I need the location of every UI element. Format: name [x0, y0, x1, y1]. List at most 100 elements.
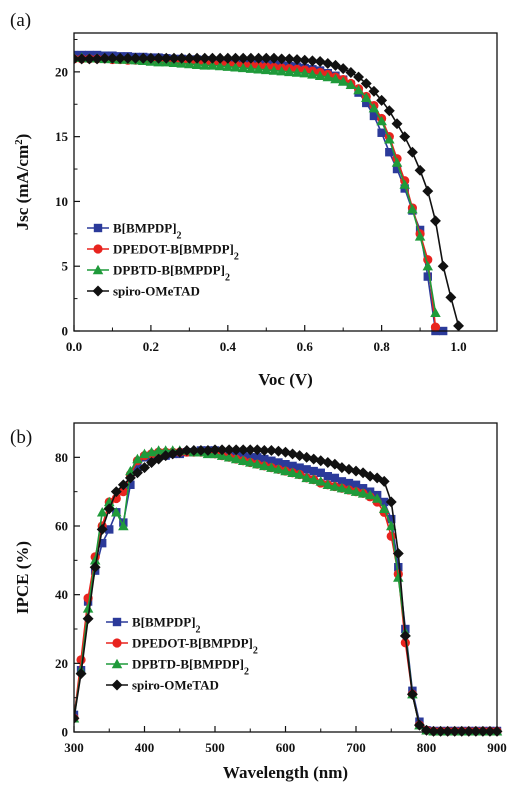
data-point [378, 475, 390, 487]
data-point [237, 52, 249, 64]
data-point [353, 71, 365, 83]
data-point [442, 725, 454, 737]
data-point [76, 53, 88, 65]
y-tick-label: 20 [55, 656, 68, 671]
data-point [301, 472, 312, 483]
data-point [371, 472, 383, 484]
data-point [392, 164, 402, 174]
plot-area [74, 50, 465, 336]
data-point [287, 448, 299, 460]
data-point [176, 52, 188, 64]
data-point [89, 555, 101, 565]
data-point [103, 503, 115, 515]
y-tick-label: 15 [55, 129, 69, 144]
data-point [168, 52, 180, 64]
data-point [195, 445, 207, 456]
data-point [385, 496, 397, 508]
data-point [276, 65, 287, 76]
data-point [191, 52, 203, 64]
data-point [105, 525, 114, 534]
data-point [344, 478, 354, 488]
data-point [430, 307, 441, 318]
y-tick-label: 0 [62, 324, 69, 339]
legend-marker [112, 617, 122, 627]
data-point [384, 133, 395, 144]
legend-entry-label: B[BMPDP]2 [113, 221, 182, 242]
legend-entry-text: DPEDOT-B[BMPDP] [132, 636, 253, 651]
data-point [407, 203, 418, 214]
legend-entry-label: DPBTD-B[BMPDP]2 [113, 263, 230, 284]
data-point [323, 472, 332, 481]
data-point [237, 444, 249, 456]
data-point [360, 78, 372, 89]
data-point [406, 146, 418, 158]
data-point [280, 465, 291, 476]
data-point [430, 215, 441, 227]
data-point [315, 476, 326, 486]
panel-label: (b) [10, 427, 32, 448]
data-point [118, 520, 129, 531]
data-point [470, 725, 482, 737]
data-point [230, 444, 242, 456]
y-axis-label: IPCE (%) [13, 541, 32, 614]
data-point [261, 64, 272, 75]
chart-panel-b: 300 400 500 600 700 800 900 0 20 40 60 80 Wavelength… [10, 422, 507, 782]
data-point [265, 445, 277, 456]
data-point [222, 52, 234, 64]
data-point [400, 638, 410, 648]
data-point [377, 128, 386, 137]
series-1 [74, 447, 502, 736]
data-point [118, 487, 128, 497]
data-point [252, 458, 263, 469]
data-point [299, 67, 310, 78]
data-point [445, 291, 457, 303]
data-point [422, 260, 434, 271]
data-point [216, 444, 228, 456]
data-point [237, 62, 249, 73]
data-point [336, 482, 348, 493]
y-tick-label: 60 [55, 519, 68, 534]
data-point [244, 444, 256, 456]
data-point [307, 69, 318, 79]
x-tick-label: 0.6 [297, 339, 314, 354]
data-point [477, 725, 489, 737]
data-point [383, 105, 395, 117]
data-point [160, 445, 171, 455]
series-3 [74, 444, 503, 737]
legend-marker [92, 285, 104, 297]
legend-entry-text: DPEDOT-B[BMPDP] [113, 242, 234, 257]
y-tick-label: 5 [62, 259, 69, 274]
data-point [368, 102, 380, 113]
data-point [345, 79, 357, 90]
data-point [137, 52, 149, 64]
x-tick-label: 300 [64, 740, 84, 755]
y-axis-label: Jsc (mA/cm2) [13, 134, 32, 231]
data-point [160, 52, 172, 64]
legend: B[BMPDP]2DPEDOT-B[BMPDP]2DPBTD-B[BMPDP]2… [87, 221, 239, 299]
data-point [406, 688, 418, 700]
data-point [276, 53, 288, 65]
data-point [386, 520, 397, 531]
data-point [98, 538, 107, 548]
x-tick-label: 1.0 [450, 339, 466, 354]
data-point [361, 92, 372, 102]
data-point [199, 60, 210, 70]
data-point [423, 272, 432, 281]
data-point [111, 507, 122, 517]
data-point [181, 445, 193, 456]
legend-entry-label: spiro-OMeTAD [113, 284, 200, 299]
data-point [362, 98, 371, 108]
data-point [202, 445, 214, 456]
legend-entry-label: DPBTD-B[BMPDP]2 [132, 657, 249, 678]
data-point [245, 63, 257, 73]
data-point [316, 468, 325, 477]
legend-marker [112, 638, 122, 648]
data-point [268, 65, 280, 75]
data-point [422, 185, 434, 197]
legend-marker [93, 223, 103, 233]
data-point [274, 458, 283, 467]
data-point [414, 164, 426, 176]
data-point [378, 503, 390, 514]
data-point [132, 453, 143, 464]
